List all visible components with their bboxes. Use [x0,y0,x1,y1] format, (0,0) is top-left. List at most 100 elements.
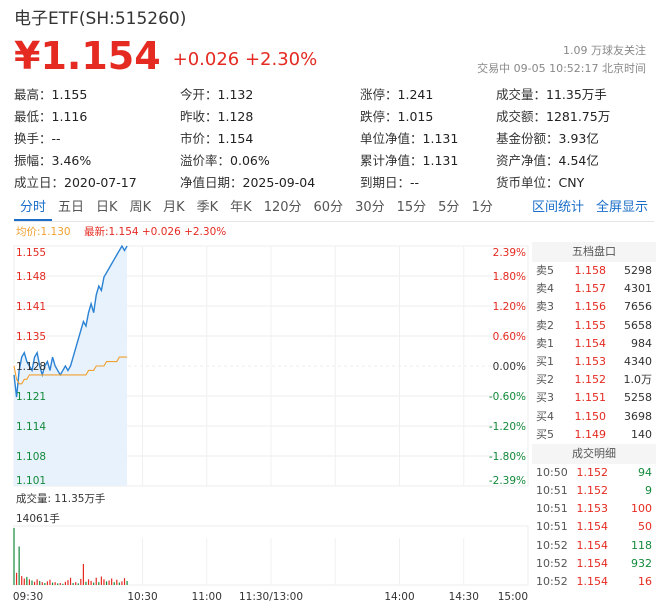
price-row: ¥1.154 +0.026 +2.30% [14,32,317,76]
pct-tick: 2.39% [493,247,526,259]
ob-volume: 984 [631,336,652,350]
stat-value: 1.241 [397,87,434,102]
order-book-row: 买4 1.150 3698 [532,407,656,426]
pct-tick: 0.60% [493,331,526,343]
tab-12[interactable]: 1分 [471,200,493,215]
trade-time: 10:52 [536,575,568,588]
stats-row: 成立日：2020-07-17 净值日期：2025-09-04 到期日：-- 货币单位：… [14,172,654,194]
trade-volume: 50 [638,520,652,534]
tab-5[interactable]: 季K [196,200,219,215]
stat-value: 2020-07-17 [64,175,137,190]
order-book-title: 五档盘口 [532,242,656,262]
x-tick: 11:00 [192,591,222,603]
stat-value: 0.06% [230,153,270,168]
ob-volume: 140 [631,427,652,441]
volume-max-label: 14061手 [16,512,60,525]
stat-cell: 到期日：-- [360,172,496,194]
trade-time: 10:52 [536,556,568,570]
stat-cell: 单位净值：1.131 [360,128,496,150]
stat-value: CNY [558,175,585,190]
stat-value: -- [410,175,420,190]
stat-cell: 货币单位：CNY [496,172,654,194]
tab-1[interactable]: 五日 [58,200,85,215]
order-book-row: 买5 1.149 140 [532,425,656,444]
price-change: +0.026 +2.30% [172,49,318,70]
price-tick: 1.108 [16,451,46,463]
tab-11[interactable]: 5分 [438,200,460,215]
ob-price: 1.154 [574,336,607,350]
trade-row: 10:52 1.154 118 [532,537,656,555]
pct-tick: -2.39% [489,475,526,487]
stat-label: 净值日期： [180,175,243,190]
ob-label: 买3 [536,391,554,405]
stat-value: 4.54亿 [558,153,599,168]
ob-label: 卖1 [536,336,554,350]
tab-links: 区间统计 全屏显示 [520,196,648,220]
stat-cell: 昨收：1.128 [180,106,360,128]
stat-value: 1.128 [217,109,254,124]
stat-cell: 振幅：3.46% [14,150,180,172]
trade-time: 10:51 [536,520,568,534]
order-book-row: 卖2 1.155 5658 [532,316,656,335]
price-tick: 1.101 [16,475,46,487]
tab-10[interactable]: 15分 [396,200,427,215]
stat-cell: 净值日期：2025-09-04 [180,172,360,194]
stat-cell: 最高：1.155 [14,84,180,106]
tab-0[interactable]: 分时 [14,196,53,221]
tab-2[interactable]: 日K [96,200,118,215]
price-tick: 1.141 [16,301,46,313]
stat-value: 3.46% [51,153,92,168]
tab-3[interactable]: 周K [129,200,152,215]
x-tick: 09:30 [13,591,43,603]
tab-7[interactable]: 120分 [263,200,302,215]
stat-label: 累计净值： [360,153,423,168]
price-tick: 1.114 [16,421,46,433]
ob-label: 卖3 [536,300,554,314]
x-tick: 10:30 [127,591,157,603]
trade-price: 1.154 [576,520,609,534]
stat-value: 1.154 [217,131,254,146]
legend-avg: 均价:1.130 [16,226,71,238]
stat-value: 1281.75万 [546,109,611,124]
pct-tick: -0.60% [489,391,526,403]
stat-value: 3.93亿 [558,131,599,146]
ob-label: 买2 [536,373,554,387]
ob-volume: 7656 [624,300,652,314]
stat-cell: 换手：-- [14,128,180,150]
x-tick: 11:30/13:00 [239,591,303,603]
chart-legend: 均价:1.130 最新:1.154 +0.026 +2.30% [16,224,226,239]
stat-label: 成交额： [496,109,547,124]
ob-price: 1.153 [574,354,607,368]
stat-cell: 跌停：1.015 [360,106,496,128]
tab-8[interactable]: 60分 [313,200,344,215]
trade-row: 10:51 1.152 9 [532,482,656,500]
stat-value: 1.131 [422,153,459,168]
tab-6[interactable]: 年K [230,200,252,215]
stat-cell: 成交额：1281.75万 [496,106,654,128]
tab-9[interactable]: 30分 [355,200,385,215]
ob-volume: 5658 [624,318,652,332]
order-book: 五档盘口 卖5 1.158 5298 卖4 1.157 4301 卖3 1.156 7656 卖2… [532,242,656,591]
intraday-chart[interactable]: 1.155 2.39% 1.148 1.80% 1.141 1.20% 1.135 0.60%… [0,238,530,615]
order-book-row: 买1 1.153 4340 [532,352,656,372]
trade-time: 10:52 [536,538,568,552]
trade-row: 10:51 1.154 50 [532,518,656,536]
trade-price: 1.154 [576,575,609,588]
ob-price: 1.152 [574,373,607,387]
stat-value: 1.131 [422,131,459,146]
stat-cell: 市价：1.154 [180,128,360,150]
tab-4[interactable]: 月K [163,200,185,215]
trade-time: 10:51 [536,484,568,498]
range-stats-link[interactable]: 区间统计 [531,200,584,215]
follower-count[interactable]: 1.09 万球友关注 [563,44,646,57]
trade-volume: 100 [631,502,652,516]
ob-volume: 3698 [624,409,652,423]
pct-tick: 0.00% [493,361,526,373]
trade-volume: 94 [638,465,652,479]
pct-tick: 1.80% [493,271,526,283]
price-line [13,244,128,398]
ob-price: 1.150 [574,409,607,423]
fullscreen-link[interactable]: 全屏显示 [595,200,648,215]
trade-time: 10:51 [536,502,568,516]
price-tick: 1.128 [16,361,46,373]
